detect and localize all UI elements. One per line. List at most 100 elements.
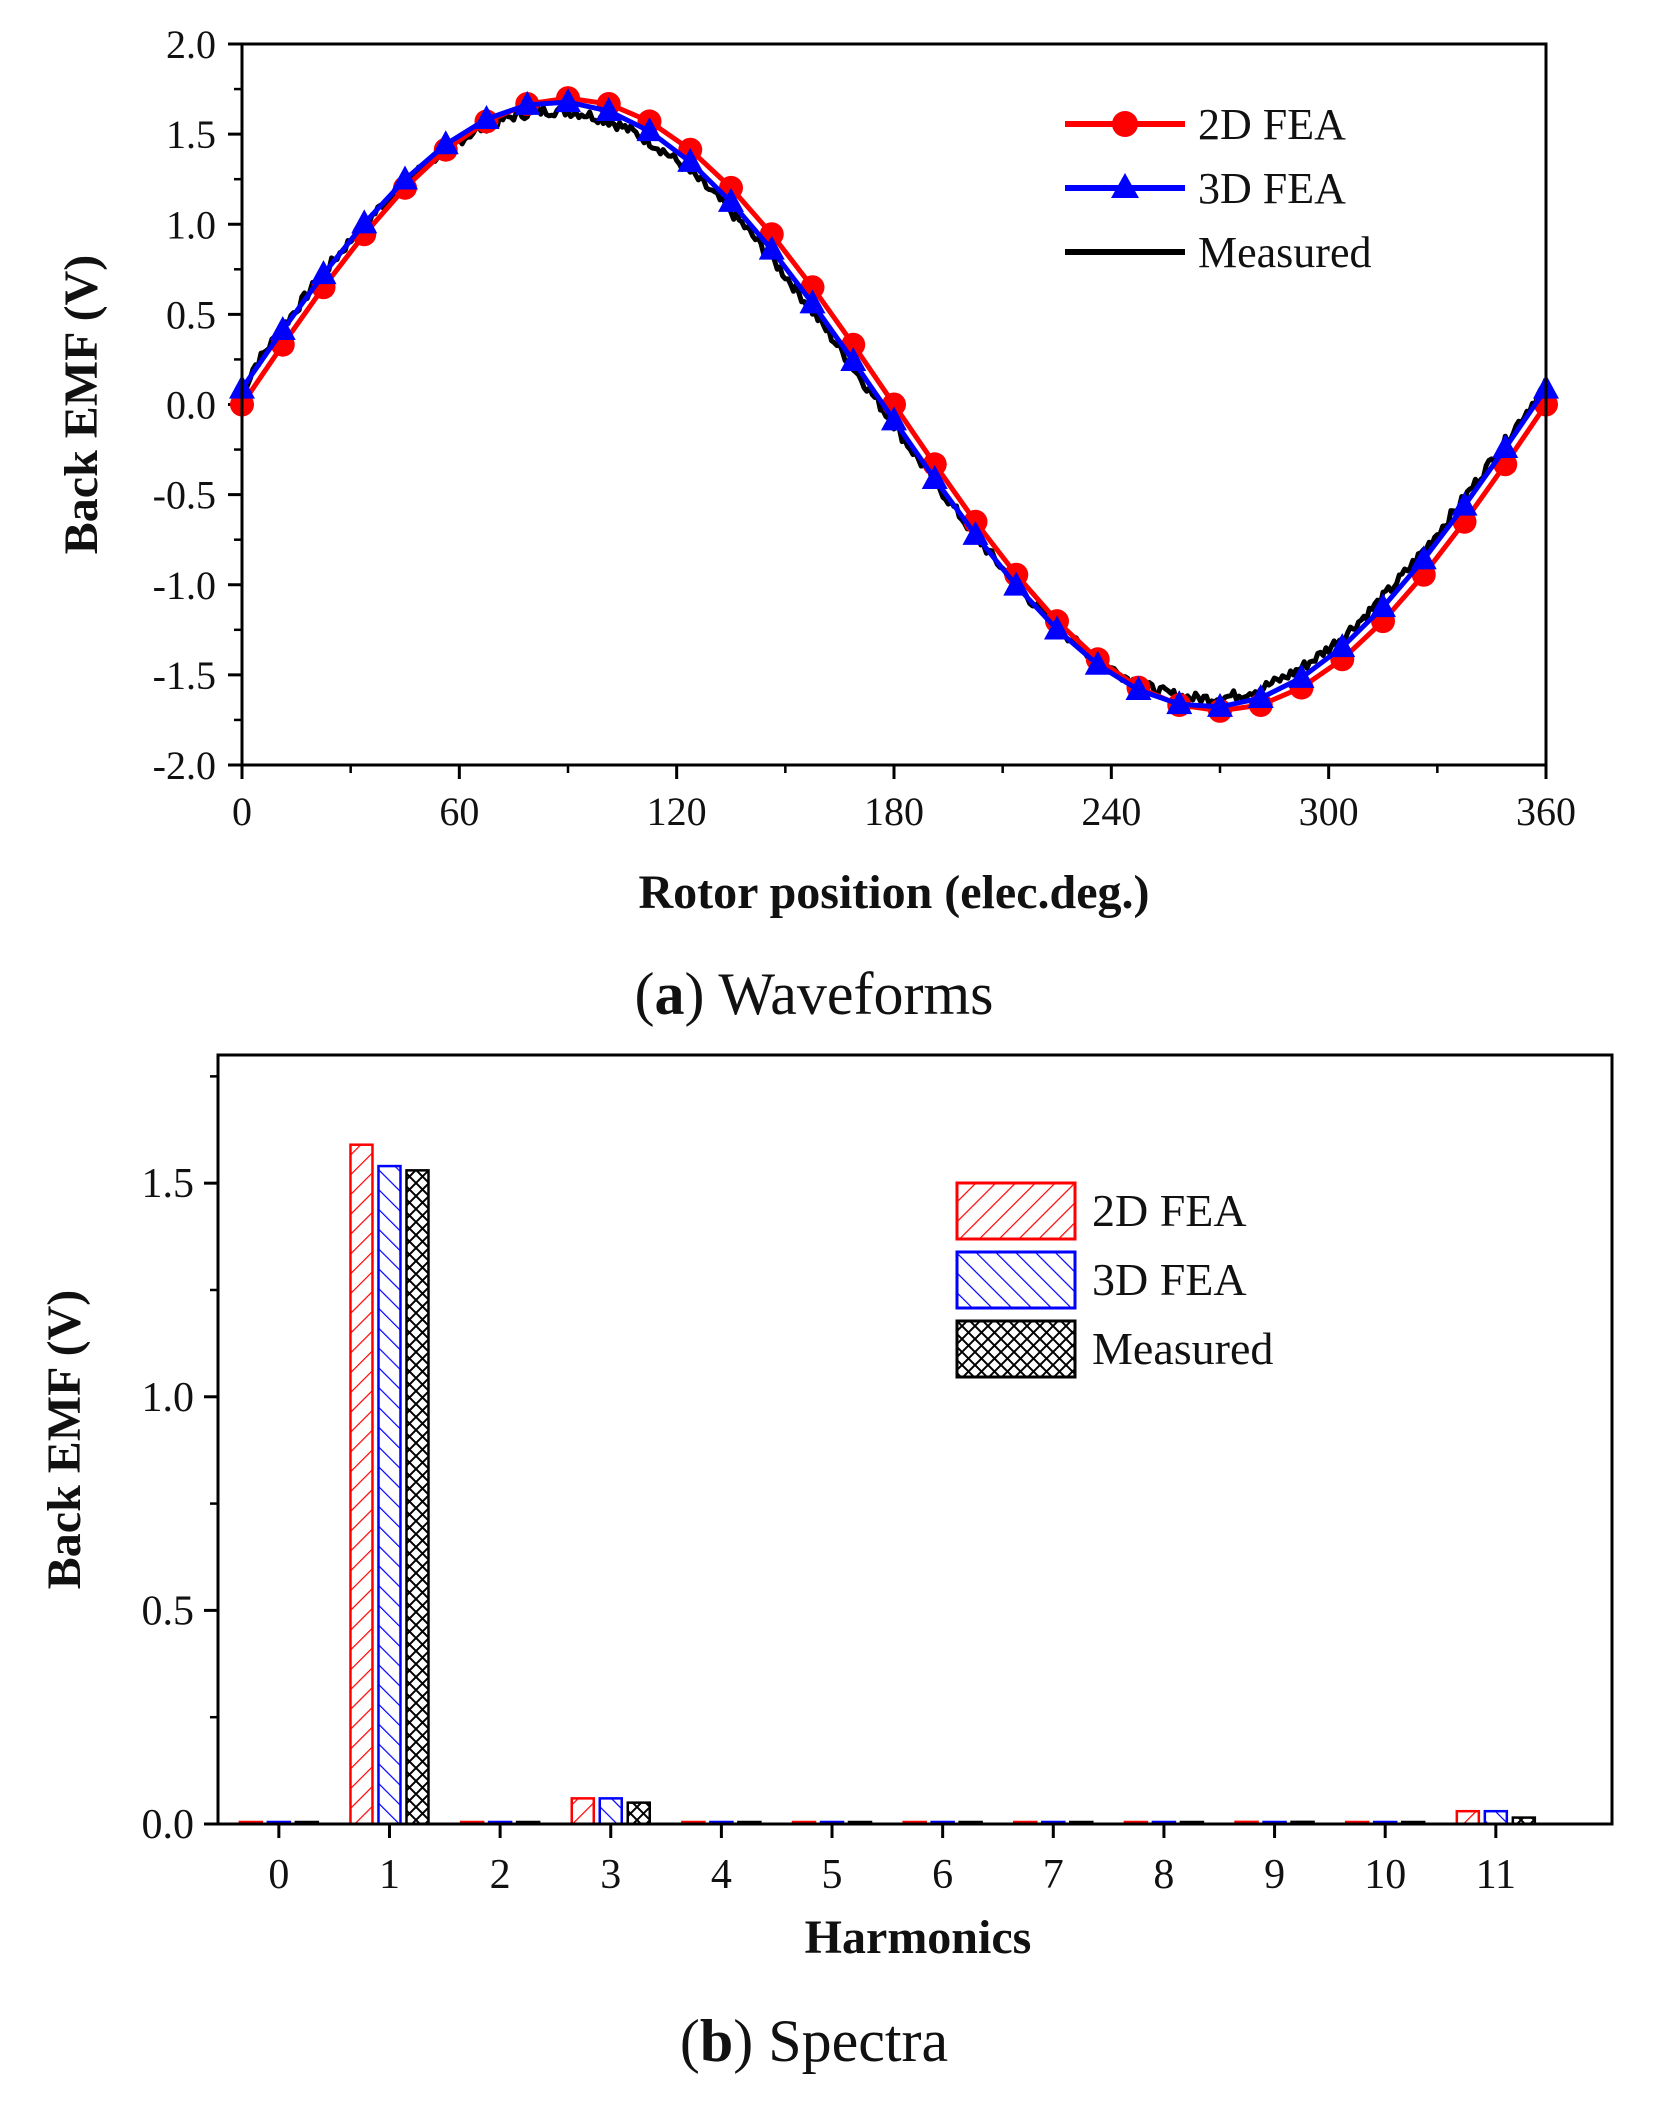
spectra-x-tick-label: 1 (379, 1852, 400, 1898)
marker-3d-fea (636, 117, 663, 142)
waveform-chart: 0 60 120 180 240 300 360 2.0 1.5 1.0 0.5 0.0 -0.5 -1.… (55, 22, 1576, 1027)
marker-3d-fea (1288, 663, 1315, 688)
waveform-caption-close: ) (685, 961, 719, 1027)
marker-3d-fea (1125, 675, 1152, 700)
waveform-y-tick-label: 1.5 (166, 112, 216, 157)
bar-3d-fea (1483, 1809, 1509, 1826)
spectra-ticks: 0 1 2 3 4 5 6 7 8 9 10 11 0.0 0.5 1.0 1.5 (142, 1075, 1516, 1898)
waveform-y-axis-label: Back EMF (V) (55, 255, 108, 555)
legend-swatch (955, 1250, 1077, 1310)
spectra-caption-close: ) (733, 2008, 768, 2074)
waveform-y-tick-label: -1.5 (153, 653, 216, 698)
marker-3d-fea (595, 96, 622, 121)
marker-3d-fea (432, 130, 459, 155)
marker-3d-fea (392, 165, 418, 190)
spectra-y-tick-label: 1.5 (142, 1161, 195, 1207)
marker-3d-fea (677, 147, 704, 172)
waveform-y-tick-label: 1.0 (166, 202, 216, 247)
waveform-caption-open: ( (635, 961, 655, 1027)
marker-3d-fea (473, 105, 500, 130)
bar-3d-fea (377, 1164, 402, 1826)
spectra-caption: (b) Spectra (680, 2008, 948, 2074)
spectra-caption-label: b (700, 2008, 733, 2074)
marker-3d-fea (962, 520, 989, 545)
marker-3d-fea (1166, 690, 1193, 715)
bar-2d-fea (570, 1797, 596, 1826)
legend-label: 3D FEA (1092, 1254, 1247, 1305)
legend-label: 2D FEA (1198, 100, 1346, 149)
spectra-y-tick-label: 1.0 (142, 1375, 195, 1421)
legend-label: Measured (1092, 1323, 1273, 1374)
waveform-y-tick-label: -2.0 (153, 743, 216, 788)
marker-3d-fea (269, 315, 296, 340)
marker-3d-fea (921, 465, 948, 490)
marker-3d-fea (1044, 615, 1070, 640)
marker-3d-fea (514, 90, 541, 115)
waveform-series (229, 86, 1559, 723)
waveform-y-tick-label: 0.0 (166, 383, 216, 428)
waveform-y-tick-label: -1.0 (153, 563, 216, 608)
marker-3d-fea (1329, 633, 1356, 658)
spectra-x-axis-label: Harmonics (805, 1911, 1032, 1964)
waveform-plot-frame (240, 42, 1548, 767)
waveform-caption: (a) Waveforms (635, 961, 994, 1027)
waveform-legend: 2D FEA 3D FEA Measured (1065, 100, 1372, 277)
marker-3d-fea (1492, 433, 1519, 458)
spectra-x-tick-label: 8 (1153, 1852, 1174, 1898)
waveform-y-tick-label: 2.0 (166, 22, 216, 67)
bar-2d-fea (1455, 1809, 1481, 1826)
bar-2d-fea (349, 1143, 374, 1826)
spectra-x-tick-label: 4 (711, 1852, 732, 1898)
legend-label: 3D FEA (1198, 164, 1346, 213)
marker-3d-fea (881, 406, 907, 431)
bar-3d-fea (598, 1797, 624, 1826)
marker-3d-fea (758, 235, 785, 260)
waveform-x-tick-label: 60 (439, 789, 479, 834)
spectra-x-tick-label: 2 (490, 1852, 511, 1898)
bar-measured (626, 1801, 652, 1826)
waveform-caption-label: a (655, 961, 685, 1027)
waveform-y-tick-label: 0.5 (166, 292, 216, 337)
marker-3d-fea (351, 209, 378, 234)
waveform-caption-text: Waveforms (718, 961, 993, 1027)
spectra-y-tick-label: 0.5 (142, 1588, 195, 1634)
marker-3d-fea (555, 88, 581, 113)
waveform-x-axis-label: Rotor position (elec.deg.) (638, 866, 1149, 919)
legend-swatch (955, 1181, 1077, 1241)
waveform-ticks: 0 60 120 180 240 300 360 2.0 1.5 1.0 0.5 0.0 -0.5 -1.… (153, 22, 1576, 834)
marker-3d-fea (310, 260, 337, 285)
spectra-caption-text: Spectra (768, 2008, 948, 2074)
legend-marker-circle (1112, 111, 1138, 137)
waveform-x-tick-label: 0 (232, 789, 252, 834)
spectra-x-tick-label: 11 (1476, 1852, 1516, 1898)
spectra-x-tick-label: 3 (600, 1852, 621, 1898)
waveform-y-tick-label: -0.5 (153, 473, 216, 518)
bar-measured (405, 1169, 430, 1826)
spectra-x-tick-label: 5 (822, 1852, 843, 1898)
marker-3d-fea (1003, 571, 1030, 596)
spectra-caption-open: ( (680, 2008, 700, 2074)
legend-swatch (955, 1319, 1077, 1379)
marker-3d-fea (1410, 545, 1437, 570)
marker-3d-fea (840, 347, 867, 372)
spectra-x-tick-label: 9 (1264, 1852, 1285, 1898)
marker-3d-fea (1370, 593, 1396, 618)
spectra-legend: 2D FEA 3D FEA Measured (955, 1181, 1273, 1379)
spectra-x-tick-label: 7 (1043, 1852, 1064, 1898)
spectra-chart: 0 1 2 3 4 5 6 7 8 9 10 11 0.0 0.5 1.0 1.5 2D FEA 3D FEA M… (38, 1053, 1614, 2074)
marker-3d-fea (1451, 491, 1478, 516)
waveform-x-tick-label: 180 (864, 789, 924, 834)
waveform-x-tick-label: 300 (1299, 789, 1359, 834)
waveform-x-tick-label: 240 (1081, 789, 1141, 834)
spectra-plot-frame (216, 1053, 1614, 1826)
spectra-y-axis-label: Back EMF (V) (38, 1290, 91, 1590)
marker-3d-fea (1084, 650, 1111, 675)
waveform-x-tick-label: 120 (647, 789, 707, 834)
marker-3d-fea (799, 289, 826, 314)
waveform-x-tick-label: 360 (1516, 789, 1576, 834)
spectra-y-tick-label: 0.0 (142, 1802, 195, 1848)
legend-marker-triangle (1111, 173, 1139, 198)
spectra-x-tick-label: 6 (932, 1852, 953, 1898)
marker-3d-fea (718, 187, 744, 212)
